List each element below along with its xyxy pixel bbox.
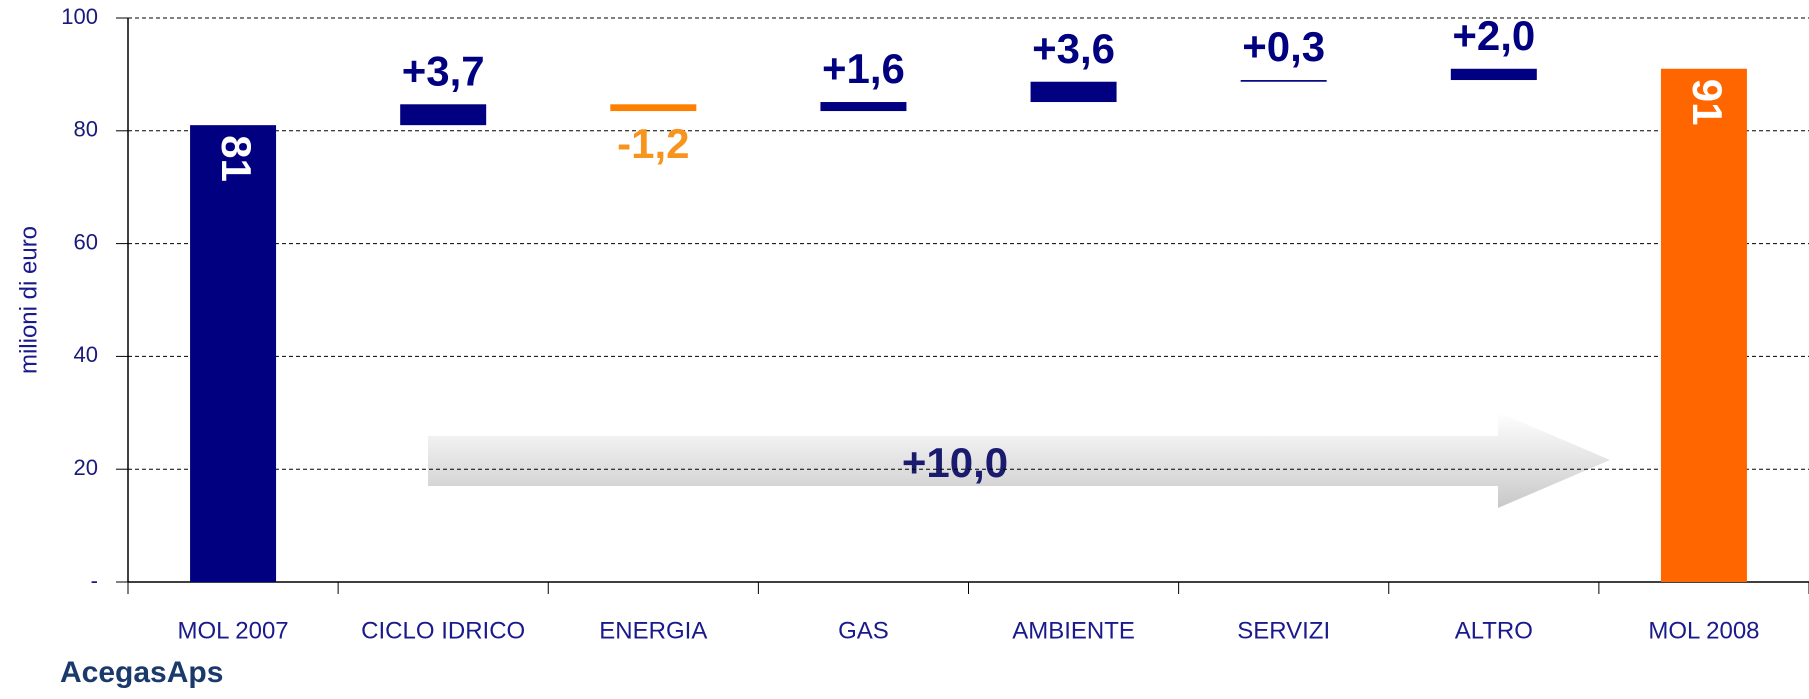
- bar: [1240, 80, 1327, 82]
- x-tick-label: GAS: [838, 617, 889, 644]
- value-label: +3,6: [1032, 25, 1115, 72]
- bar: [400, 104, 487, 126]
- bar: [1660, 68, 1747, 582]
- y-tick-label: -: [91, 568, 98, 593]
- value-label: +3,7: [402, 47, 485, 94]
- x-tick-label: AMBIENTE: [1012, 617, 1135, 644]
- x-tick-label: MOL 2008: [1648, 617, 1759, 644]
- total-arrow: [428, 412, 1610, 508]
- logo: AcegasAps: [60, 656, 223, 689]
- x-tick-label: ENERGIA: [599, 617, 707, 644]
- value-label: 81: [213, 135, 260, 182]
- y-tick-label: 100: [61, 4, 98, 29]
- y-tick-label: 60: [74, 229, 98, 254]
- x-tick-label: MOL 2007: [177, 617, 288, 644]
- x-tick-label: ALTRO: [1455, 617, 1533, 644]
- y-tick-label: 40: [74, 342, 98, 367]
- bar: [820, 102, 907, 112]
- value-label: +2,0: [1452, 12, 1535, 59]
- bar: [1030, 81, 1117, 103]
- value-label: +1,6: [822, 45, 905, 92]
- x-tick-label: CICLO IDRICO: [361, 617, 525, 644]
- bar: [1450, 68, 1537, 81]
- value-label: -1,2: [617, 120, 689, 167]
- value-label: 91: [1684, 79, 1731, 126]
- y-tick-label: 80: [74, 117, 98, 142]
- bar: [190, 125, 277, 582]
- bar: [610, 104, 697, 112]
- y-tick-label: 20: [74, 455, 98, 480]
- y-axis-label: milioni di euro: [15, 226, 42, 374]
- value-label: +0,3: [1242, 23, 1325, 70]
- x-tick-label: SERVIZI: [1237, 617, 1330, 644]
- annotation: +10,0: [902, 439, 1008, 486]
